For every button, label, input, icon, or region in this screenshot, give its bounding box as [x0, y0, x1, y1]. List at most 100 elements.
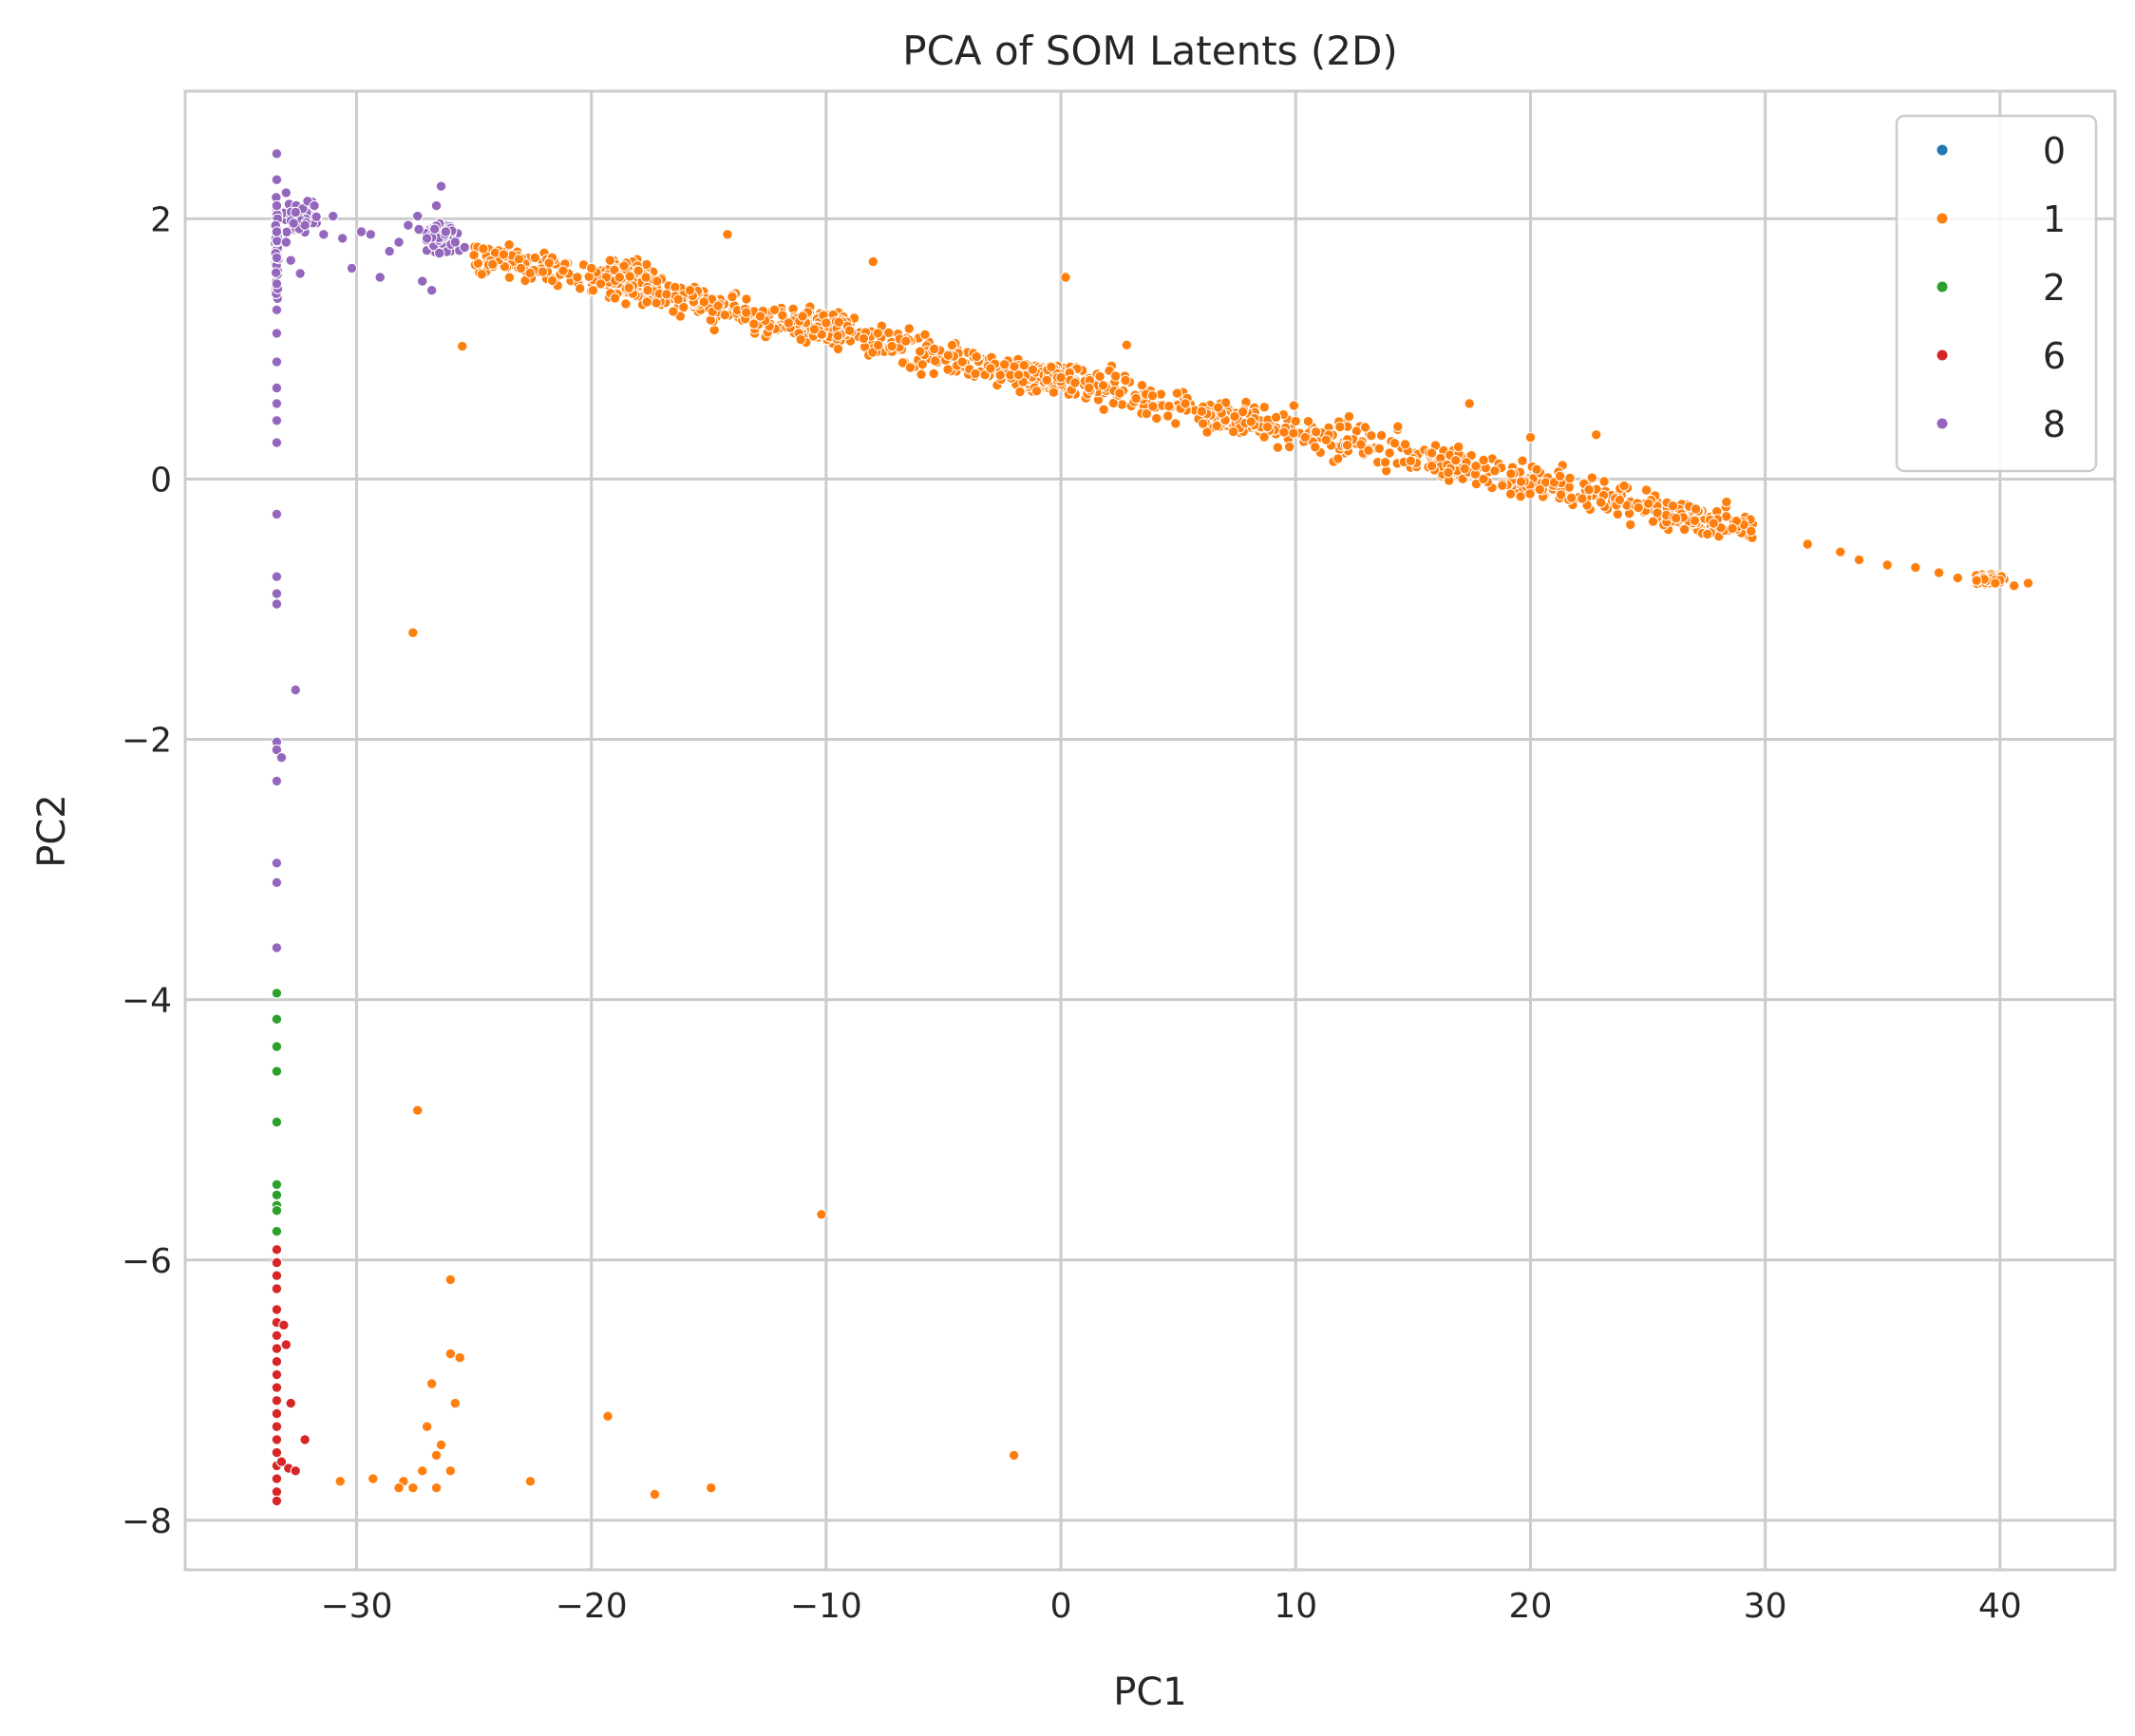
x-tick-label: −10: [790, 1587, 862, 1626]
scatter-point: [393, 236, 405, 248]
scatter-point: [900, 335, 912, 347]
scatter-point: [280, 1339, 292, 1350]
scatter-point: [278, 1319, 290, 1331]
scatter-point: [1170, 418, 1181, 429]
scatter-point: [1320, 434, 1332, 445]
scatter-point: [1359, 422, 1371, 433]
scatter-point: [271, 1434, 283, 1445]
scatter-point: [816, 1209, 827, 1220]
scatter-point: [1288, 400, 1300, 411]
legend-label: 6: [2043, 335, 2066, 377]
scatter-point: [727, 291, 738, 303]
scatter-point: [280, 187, 292, 198]
x-tick-label: 0: [1050, 1587, 1072, 1626]
scatter-point: [271, 148, 283, 160]
scatter-point: [651, 297, 662, 309]
scatter-point: [1399, 439, 1411, 450]
scatter-point: [546, 274, 558, 287]
scatter-point: [440, 226, 452, 237]
scatter-point: [425, 1378, 438, 1389]
scatter-point: [883, 327, 895, 339]
scatter-point: [985, 363, 996, 374]
scatter-point: [449, 236, 461, 248]
scatter-point: [368, 1473, 379, 1484]
scatter-point: [1060, 272, 1071, 283]
scatter-point: [271, 1244, 283, 1255]
scatter-point: [748, 318, 760, 330]
scatter-point: [1258, 402, 1271, 413]
scatter-point: [271, 1189, 283, 1201]
scatter-point: [649, 1488, 661, 1500]
scatter-point: [529, 252, 540, 264]
scatter-point: [515, 262, 527, 274]
scatter-point: [1107, 397, 1120, 409]
scatter-point: [754, 311, 766, 322]
scatter-point: [1504, 488, 1517, 500]
scatter-point: [1311, 426, 1322, 438]
scatter-point: [1708, 518, 1720, 529]
scatter-point: [641, 258, 652, 271]
scatter-point: [299, 219, 311, 231]
scatter-point: [698, 296, 709, 308]
scatter-point: [1689, 515, 1701, 526]
scatter-point: [271, 252, 283, 264]
scatter-point: [271, 1283, 283, 1294]
scatter-point: [640, 272, 652, 283]
scatter-point: [280, 236, 292, 248]
scatter-point: [1008, 1449, 1020, 1462]
scatter-point: [271, 1066, 283, 1077]
scatter-point: [290, 1465, 301, 1477]
x-tick-label: −30: [320, 1587, 392, 1626]
scatter-point: [1278, 426, 1290, 438]
scatter-point: [1048, 387, 1060, 398]
scatter-point: [1379, 457, 1391, 468]
scatter-point: [1171, 387, 1183, 399]
scatter-point: [1489, 465, 1501, 477]
scatter-point: [1288, 427, 1299, 439]
scatter-point: [1389, 438, 1401, 449]
scatter-point: [498, 249, 510, 260]
scatter-point: [503, 239, 515, 251]
plot-frame: [183, 89, 2117, 1572]
scatter-point: [524, 1476, 537, 1487]
scatter-point: [1531, 463, 1542, 475]
scatter-point: [821, 317, 832, 329]
scatter-point: [1835, 546, 1846, 557]
scatter-point: [271, 1473, 283, 1484]
scatter-point: [1625, 519, 1636, 531]
scatter-point: [1524, 488, 1536, 500]
scatter-point: [1098, 404, 1109, 415]
scatter-point: [476, 269, 487, 280]
scatter-point: [1151, 412, 1162, 425]
scatter-point: [374, 272, 386, 283]
legend-label: 2: [2043, 267, 2066, 309]
scatter-point: [970, 368, 981, 380]
scatter-point: [1671, 512, 1682, 524]
scatter-point: [1524, 431, 1537, 443]
scatter-point: [271, 437, 283, 448]
scatter-point: [271, 1013, 283, 1025]
scatter-point: [1299, 431, 1311, 443]
scatter-point: [928, 368, 939, 380]
scatter-point: [1426, 447, 1438, 459]
scatter-point: [271, 199, 283, 212]
scatter-point: [271, 1395, 283, 1406]
scatter-point: [816, 329, 827, 340]
scatter-point: [1933, 567, 1945, 578]
scatter-point: [275, 752, 288, 764]
scatter-point: [1180, 398, 1191, 409]
scatter-point: [741, 307, 752, 318]
scatter-point: [1302, 416, 1314, 427]
scatter-point: [1343, 410, 1355, 423]
scatter-point: [272, 236, 283, 247]
scatter-point: [271, 598, 283, 610]
scatter-point: [1196, 406, 1208, 417]
scatter-point: [1130, 392, 1142, 405]
scatter-point: [1046, 361, 1057, 373]
scatter-point: [903, 323, 915, 334]
scatter-point: [1363, 444, 1374, 456]
scatter-point: [290, 206, 301, 218]
scatter-point: [1310, 442, 1321, 453]
scatter-point: [1141, 408, 1153, 420]
scatter-point: [1030, 386, 1043, 397]
